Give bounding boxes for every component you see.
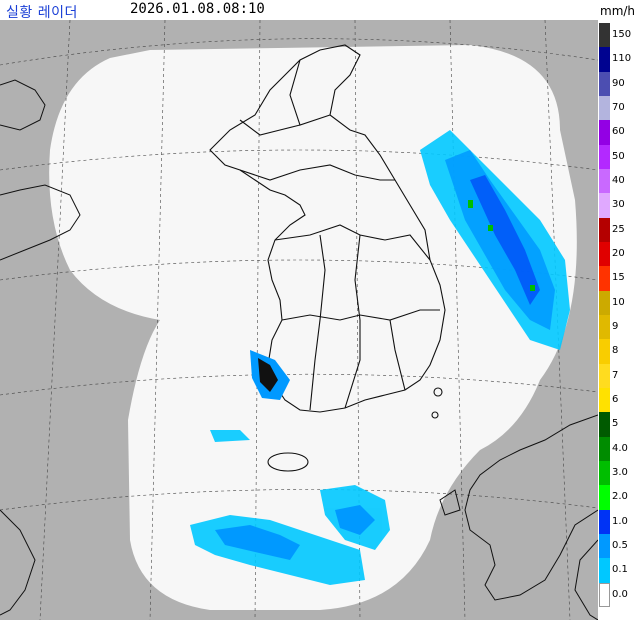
legend-label: 10 xyxy=(612,296,625,308)
legend-swatch xyxy=(599,144,610,169)
legend-label: 110 xyxy=(612,53,632,65)
legend-item: 0.0 xyxy=(599,582,635,607)
legend-item: 9 xyxy=(599,315,635,340)
legend-swatch xyxy=(599,412,610,437)
legend-swatch xyxy=(599,485,610,510)
rainfall-legend: 150 110 90 70 60 50 40 30 25 20 15 10 9 8 7 6 5 4.0 3.0 2.0… xyxy=(599,23,635,607)
legend-item: 90 xyxy=(599,71,635,96)
legend-label: 3.0 xyxy=(612,467,628,479)
legend-label: 5 xyxy=(612,418,619,430)
legend-item: 2.0 xyxy=(599,485,635,510)
legend-item: 15 xyxy=(599,266,635,291)
legend-label: 2.0 xyxy=(612,491,628,503)
legend-swatch xyxy=(599,266,610,291)
legend-swatch xyxy=(599,96,610,121)
legend-item: 7 xyxy=(599,363,635,388)
legend-label: 70 xyxy=(612,102,625,114)
legend-label: 40 xyxy=(612,175,625,187)
legend-item: 1.0 xyxy=(599,509,635,534)
legend-swatch xyxy=(599,582,610,607)
legend-swatch xyxy=(599,169,610,194)
legend-label: 90 xyxy=(612,77,625,89)
legend-label: 0.5 xyxy=(612,540,628,552)
legend-item: 8 xyxy=(599,339,635,364)
page-title: 실황 레이더 xyxy=(6,5,78,21)
legend-swatch xyxy=(599,534,610,559)
legend-swatch xyxy=(599,436,610,461)
legend-item: 60 xyxy=(599,120,635,145)
legend-item: 5 xyxy=(599,412,635,437)
legend-label: 30 xyxy=(612,199,625,211)
legend-label: 0.1 xyxy=(612,564,628,576)
legend-item: 110 xyxy=(599,47,635,72)
legend-swatch xyxy=(599,71,610,96)
legend-label: 20 xyxy=(612,248,625,260)
legend-item: 0.5 xyxy=(599,534,635,559)
legend-unit: mm/h xyxy=(600,4,635,18)
legend-item: 25 xyxy=(599,217,635,242)
legend-swatch xyxy=(599,47,610,72)
legend-swatch xyxy=(599,193,610,218)
legend-label: 6 xyxy=(612,394,619,406)
legend-swatch xyxy=(599,23,610,48)
legend-item: 40 xyxy=(599,169,635,194)
legend-swatch xyxy=(599,290,610,315)
legend-item: 4.0 xyxy=(599,436,635,461)
legend-item: 150 xyxy=(599,23,635,48)
legend-label: 50 xyxy=(612,150,625,162)
legend-item: 20 xyxy=(599,242,635,267)
legend-item: 10 xyxy=(599,290,635,315)
legend-item: 70 xyxy=(599,96,635,121)
coastline xyxy=(209,44,446,472)
legend-label: 150 xyxy=(612,29,632,41)
legend-item: 30 xyxy=(599,193,635,218)
radar-map xyxy=(0,20,598,620)
legend-swatch xyxy=(599,242,610,267)
legend-swatch xyxy=(599,363,610,388)
legend-label: 15 xyxy=(612,272,625,284)
legend-swatch xyxy=(599,388,610,413)
legend-label: 7 xyxy=(612,369,619,381)
legend-swatch xyxy=(599,509,610,534)
legend-swatch xyxy=(599,120,610,145)
legend-label: 1.0 xyxy=(612,515,628,527)
legend-swatch xyxy=(599,558,610,583)
legend-label: 0.0 xyxy=(612,588,628,600)
legend-label: 60 xyxy=(612,126,625,138)
legend-label: 4.0 xyxy=(612,442,628,454)
legend-item: 6 xyxy=(599,388,635,413)
observation-time: 2026.01.08.08:10 xyxy=(130,1,265,17)
jeju-island xyxy=(267,452,309,472)
legend-swatch xyxy=(599,315,610,340)
legend-label: 25 xyxy=(612,223,625,235)
legend-label: 9 xyxy=(612,321,619,333)
legend-item: 0.1 xyxy=(599,558,635,583)
legend-swatch xyxy=(599,339,610,364)
legend-swatch xyxy=(599,217,610,242)
legend-item: 50 xyxy=(599,144,635,169)
legend-item: 3.0 xyxy=(599,461,635,486)
legend-label: 8 xyxy=(612,345,619,357)
legend-swatch xyxy=(599,461,610,486)
